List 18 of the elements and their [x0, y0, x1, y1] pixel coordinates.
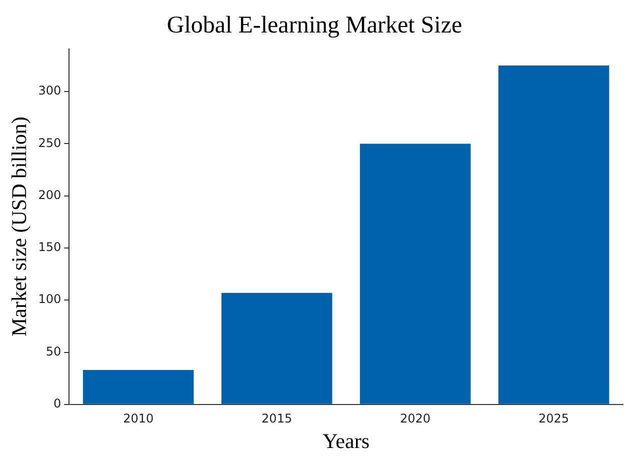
y-tick-label: 200	[38, 188, 62, 202]
y-axis-title: Market size (USD billion)	[7, 116, 32, 337]
x-tick-label: 2020	[400, 412, 431, 426]
x-tick-label: 2015	[262, 412, 292, 426]
bar	[498, 65, 610, 404]
y-tick-label: 100	[38, 292, 62, 306]
bar	[221, 292, 332, 404]
x-tick-label: 2010	[123, 412, 154, 426]
y-tick-label: 150	[38, 240, 62, 254]
y-tick-label: 0	[53, 396, 62, 411]
chart-title: Global E-learning Market Size	[166, 12, 462, 39]
x-axis-title: Years	[322, 428, 370, 453]
x-tick-label: 2025	[538, 412, 570, 426]
bar	[82, 370, 194, 404]
y-tick-label: 250	[38, 136, 62, 150]
bar	[360, 144, 471, 404]
y-tick-label: 50	[46, 344, 62, 358]
y-tick-label: 300	[38, 84, 62, 98]
